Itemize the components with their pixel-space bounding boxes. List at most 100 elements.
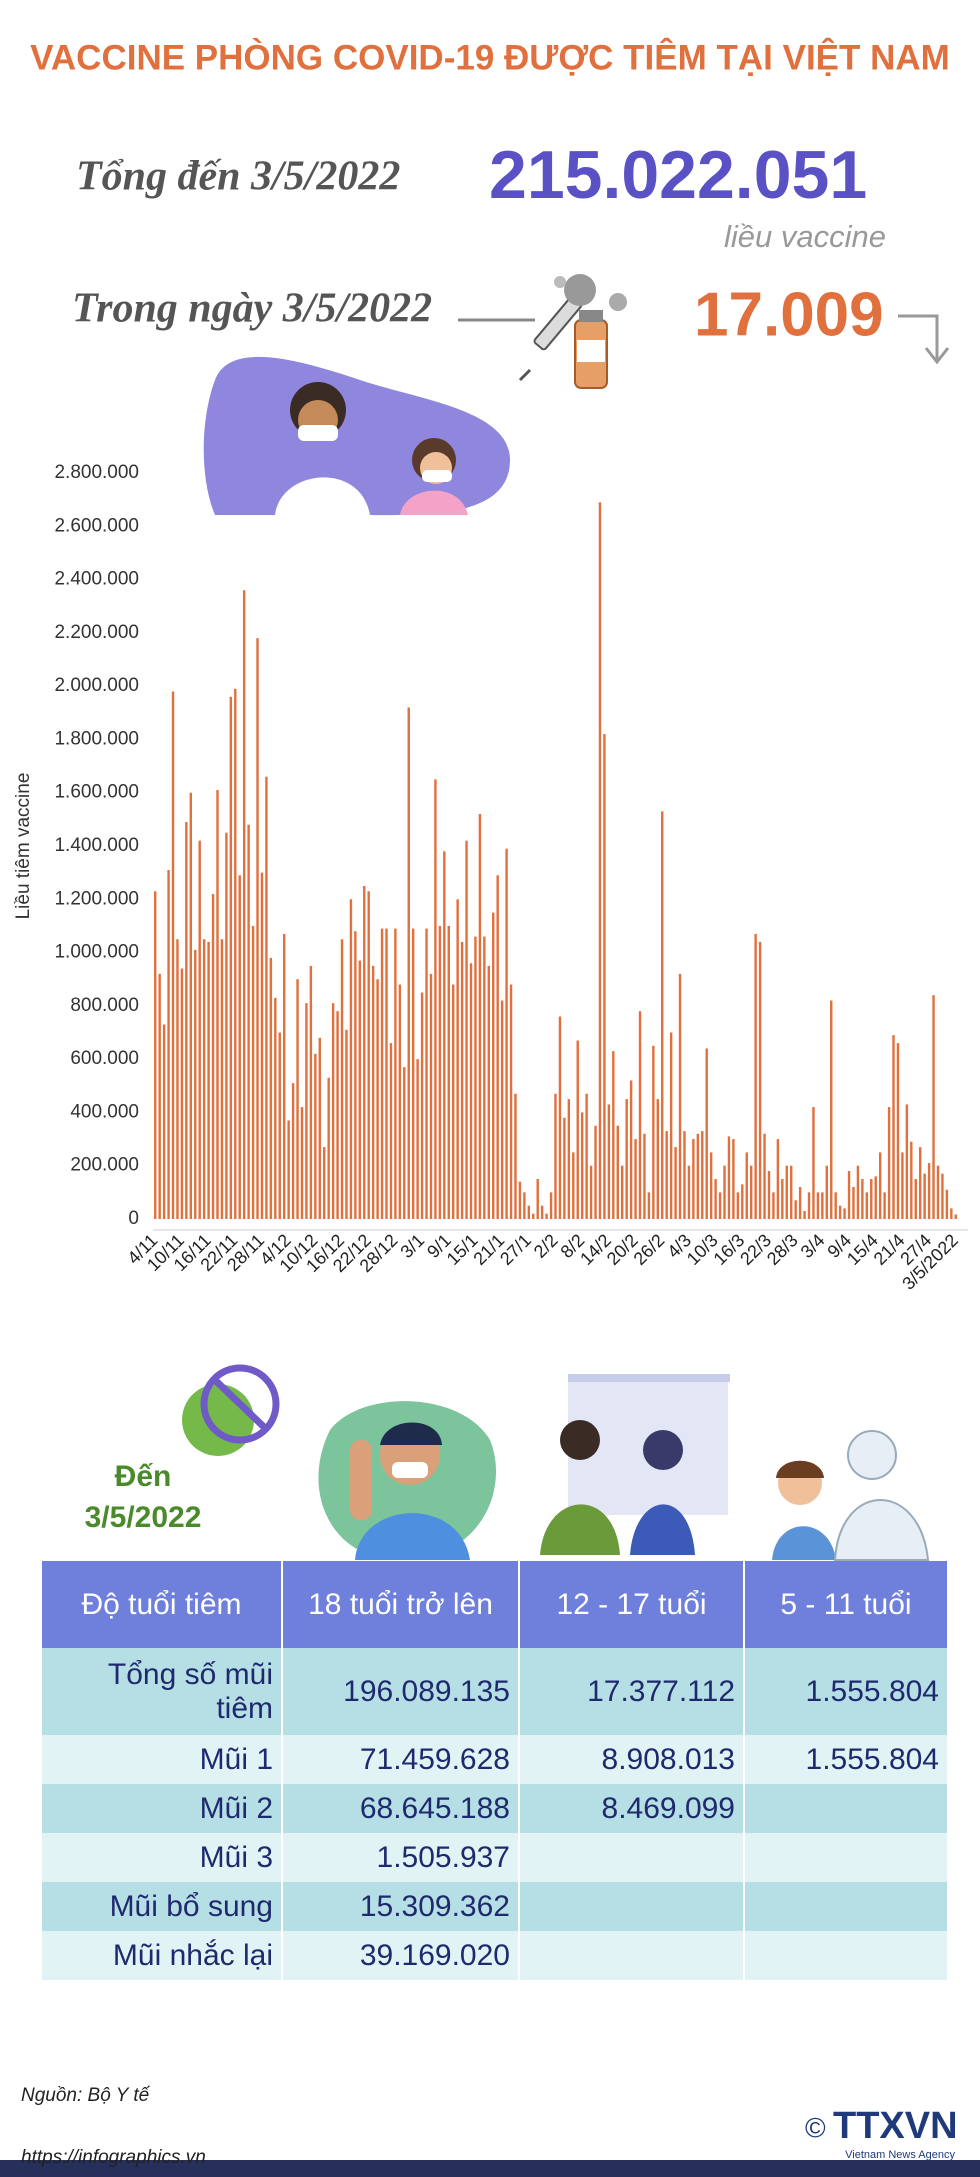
footer-bar [0, 2160, 980, 2177]
bar [585, 1093, 588, 1219]
empty-cell [744, 1931, 949, 1980]
bar [420, 992, 424, 1219]
bar [838, 1205, 842, 1219]
bar [745, 1152, 748, 1219]
bar [905, 1104, 909, 1219]
bar [914, 1179, 917, 1219]
bar [278, 1032, 281, 1219]
bar [234, 688, 237, 1219]
child-illustration [772, 1430, 930, 1561]
cell-value: 1.555.804 [744, 1735, 949, 1784]
x-tick-label: 26/2 [630, 1230, 669, 1269]
virus-icon [182, 1364, 280, 1456]
down-arrow [898, 314, 950, 365]
row-label: Mũi bổ sung [42, 1882, 283, 1931]
bar [287, 1120, 290, 1219]
cell-value: 71.459.628 [282, 1735, 520, 1784]
doctor-illustration [203, 356, 510, 516]
bar [816, 1192, 820, 1219]
bar [910, 1141, 913, 1219]
y-tick-label: 1.400.000 [54, 835, 139, 856]
bar [634, 1139, 637, 1219]
bar [901, 1152, 904, 1219]
bar [474, 936, 477, 1219]
bar [189, 792, 193, 1219]
bar [865, 1192, 869, 1219]
bar [927, 1163, 931, 1219]
logo-subtitle: Vietnam News Agency [845, 2149, 955, 2161]
y-tick-label: 1.800.000 [54, 728, 139, 749]
row-label: Mũi 2 [42, 1784, 283, 1833]
bar [411, 928, 415, 1219]
bar [229, 696, 233, 1219]
bar [247, 824, 250, 1219]
empty-cell [744, 1784, 949, 1833]
bar [580, 1112, 584, 1219]
nurse-illustration [540, 1374, 730, 1555]
bar [563, 1117, 566, 1219]
bar [180, 968, 184, 1219]
bar [483, 936, 486, 1219]
as-of-text: 3/5/2022 [85, 1501, 202, 1534]
bar [500, 1000, 504, 1219]
bar [629, 1080, 633, 1219]
bar [776, 1139, 780, 1219]
bar [162, 1024, 166, 1219]
bar [687, 1165, 691, 1219]
bar [576, 1040, 579, 1219]
bar [847, 1171, 851, 1219]
bar [714, 1179, 717, 1219]
cell-value: 8.469.099 [519, 1784, 745, 1833]
bar [238, 875, 241, 1219]
bar [407, 707, 410, 1219]
bar [518, 1181, 522, 1219]
bar [647, 1192, 651, 1219]
cell-value: 68.645.188 [282, 1784, 520, 1833]
vaccination-table: Độ tuổi tiêm 18 tuổi trở lên 12 - 17 tuổi 5… [42, 1561, 949, 1980]
bar [621, 1165, 624, 1219]
bar [661, 811, 664, 1219]
x-tick-label: 28/3 [763, 1230, 802, 1269]
cell-value: 15.309.362 [282, 1882, 520, 1931]
bar [638, 1011, 642, 1219]
bar [323, 1147, 326, 1219]
bar [274, 997, 277, 1219]
bar [389, 1043, 393, 1219]
bar [198, 840, 201, 1219]
bar [171, 691, 175, 1219]
bar [727, 1136, 731, 1219]
bar [211, 893, 215, 1219]
bar [709, 1152, 713, 1219]
bar [896, 1043, 900, 1219]
bar [345, 1029, 348, 1219]
empty-cell [519, 1833, 745, 1882]
bar [870, 1179, 873, 1219]
bar [567, 1099, 571, 1219]
bar [767, 1171, 771, 1219]
bar [487, 965, 490, 1219]
y-tick-label: 2.200.000 [54, 622, 139, 643]
bar [202, 939, 206, 1219]
bar [532, 1213, 535, 1219]
bar [945, 1189, 949, 1219]
bar [803, 1211, 806, 1219]
bar [452, 984, 455, 1219]
bar [554, 1093, 557, 1219]
empty-cell [519, 1882, 745, 1931]
bar [936, 1165, 940, 1219]
bar [283, 933, 286, 1219]
cell-value: 17.377.112 [519, 1648, 745, 1735]
bar [447, 925, 450, 1219]
bar [625, 1099, 628, 1219]
bar [194, 949, 197, 1219]
bar [354, 931, 357, 1219]
bar [589, 1165, 593, 1219]
bar [954, 1214, 957, 1219]
bar [336, 1011, 339, 1219]
bar [918, 1147, 922, 1219]
bar [790, 1165, 793, 1219]
bar [291, 1083, 295, 1219]
bar [861, 1179, 864, 1219]
bar [385, 928, 388, 1219]
total-unit: liều vaccine [724, 219, 886, 254]
